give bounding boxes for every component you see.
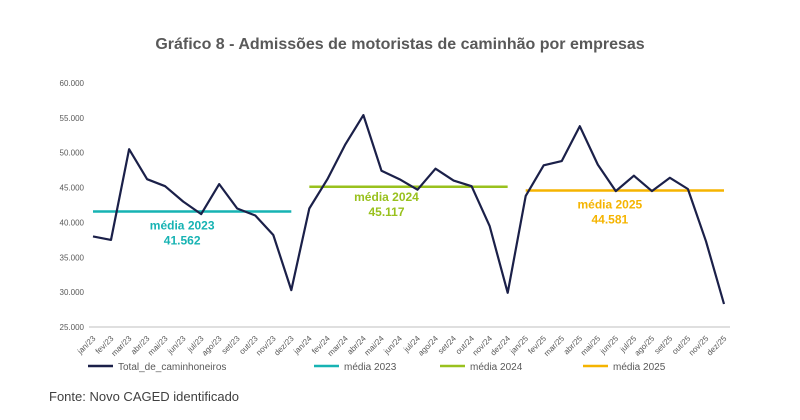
x-tick-label: jun/24 xyxy=(381,334,404,357)
legend-label: Total_de_caminhoneiros xyxy=(118,362,226,373)
y-tick-label: 25.000 xyxy=(60,323,85,332)
x-tick-label: dez/25 xyxy=(705,334,729,358)
x-tick-label: ago/24 xyxy=(416,334,440,358)
series-line-total-caminhoneiros xyxy=(92,113,726,305)
legend-label: média 2023 xyxy=(344,362,397,373)
chart-title: Gráfico 8 - Admissões de motoristas de c… xyxy=(155,36,645,53)
y-tick-label: 35.000 xyxy=(60,253,85,262)
x-tick-label: jun/25 xyxy=(598,334,621,357)
x-tick-label: mar/24 xyxy=(326,334,350,358)
x-tick-label: set/25 xyxy=(653,334,675,356)
x-tick-label: mar/23 xyxy=(109,334,133,358)
legend-item: média 2023 xyxy=(314,362,397,373)
series-total-caminhoneiros xyxy=(92,113,726,305)
y-tick-label: 40.000 xyxy=(60,218,85,227)
x-tick-label: mai/25 xyxy=(579,334,603,358)
x-axis: jan/23fev/23mar/23abr/23mai/23jun/23jul/… xyxy=(75,326,730,358)
legend: Total_de_caminhoneiros média 2023 média 20… xyxy=(88,362,666,373)
y-tick-label: 55.000 xyxy=(60,114,85,123)
y-tick-label: 50.000 xyxy=(60,149,85,158)
x-tick-label: set/24 xyxy=(436,334,458,356)
x-tick-label: mai/24 xyxy=(363,334,387,358)
x-tick-label: dez/24 xyxy=(489,334,513,358)
legend-item: média 2024 xyxy=(440,362,523,373)
average-label-value: 44.581 xyxy=(591,212,628,226)
x-tick-label: jun/23 xyxy=(165,334,188,357)
legend-label: média 2025 xyxy=(613,362,666,373)
y-tick-label: 60.000 xyxy=(60,79,85,88)
legend-item: média 2025 xyxy=(583,362,666,373)
legend-label: média 2024 xyxy=(470,362,523,373)
y-axis: 60.000 55.000 50.000 45.000 40.000 35.000 30.0… xyxy=(60,79,85,332)
average-lines xyxy=(93,185,724,213)
x-tick-label: jan/25 xyxy=(508,334,531,357)
x-tick-label: set/23 xyxy=(220,334,242,356)
average-label-year: média 2025 xyxy=(577,197,642,211)
average-label-year: média 2023 xyxy=(150,219,215,233)
x-tick-label: ago/23 xyxy=(200,334,224,358)
legend-item: Total_de_caminhoneiros xyxy=(88,362,226,373)
average-label-value: 45.117 xyxy=(368,205,404,219)
x-tick-label: ago/25 xyxy=(633,334,657,358)
x-tick-label: mai/23 xyxy=(146,334,170,358)
average-label-year: média 2024 xyxy=(354,190,419,204)
average-label-value: 41.562 xyxy=(164,234,201,248)
x-tick-label: jan/23 xyxy=(75,334,98,357)
x-tick-label: dez/23 xyxy=(272,334,296,358)
x-tick-label: jan/24 xyxy=(291,334,314,357)
source-note: Fonte: Novo CAGED identificado xyxy=(49,389,240,404)
x-tick-label: mar/25 xyxy=(542,334,566,358)
y-tick-label: 45.000 xyxy=(60,184,85,193)
y-tick-label: 30.000 xyxy=(60,288,85,297)
